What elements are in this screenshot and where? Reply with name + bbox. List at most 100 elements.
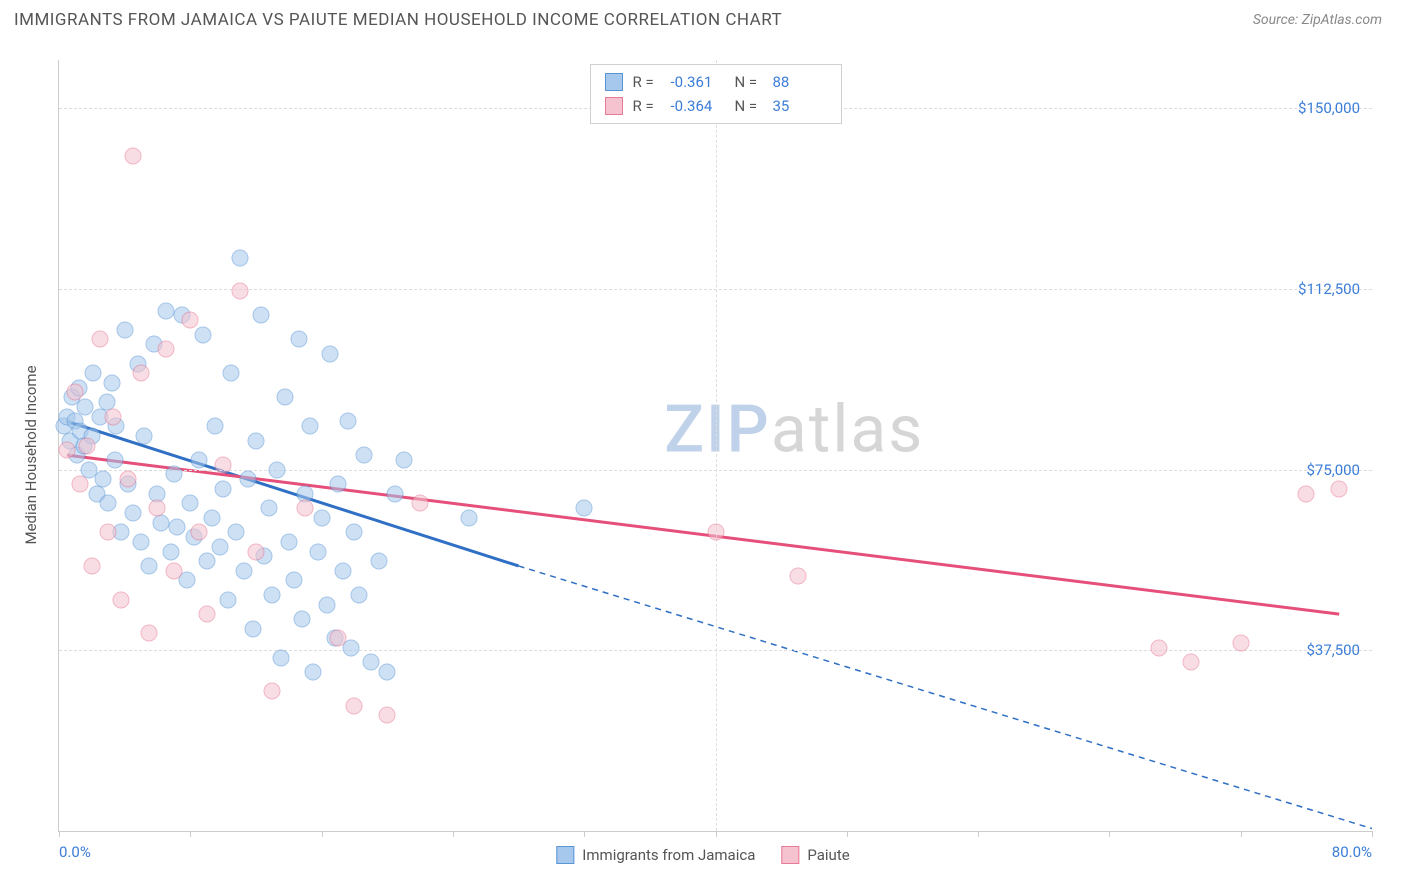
data-point-jamaica — [124, 504, 141, 521]
data-point-jamaica — [346, 524, 363, 541]
data-point-paiute — [190, 524, 207, 541]
y-tick-label: $37,500 — [1306, 641, 1360, 659]
legend-swatch-jamaica — [556, 846, 574, 864]
x-tick — [847, 831, 848, 837]
data-point-jamaica — [395, 451, 412, 468]
data-point-jamaica — [371, 553, 388, 570]
data-point-jamaica — [305, 663, 322, 680]
trendline-dashed-jamaica — [519, 566, 1372, 829]
data-point-paiute — [264, 683, 281, 700]
x-tick — [190, 831, 191, 837]
data-point-jamaica — [165, 466, 182, 483]
legend-item-jamaica: Immigrants from Jamaica — [556, 846, 755, 864]
data-point-jamaica — [195, 326, 212, 343]
data-point-paiute — [198, 606, 215, 623]
data-point-jamaica — [334, 562, 351, 579]
data-point-jamaica — [203, 509, 220, 526]
r-value: -0.364 — [671, 94, 725, 118]
data-point-paiute — [1232, 635, 1249, 652]
trendline-paiute — [67, 455, 1339, 614]
data-point-paiute — [141, 625, 158, 642]
data-point-paiute — [379, 707, 396, 724]
data-point-jamaica — [228, 524, 245, 541]
data-point-jamaica — [169, 519, 186, 536]
source-value: ZipAtlas.com — [1302, 12, 1382, 28]
data-point-jamaica — [247, 432, 264, 449]
legend-label-jamaica: Immigrants from Jamaica — [582, 846, 755, 864]
data-point-jamaica — [461, 509, 478, 526]
data-point-jamaica — [85, 365, 102, 382]
legend-row-jamaica: R =-0.361N =88 — [605, 70, 827, 94]
data-point-paiute — [83, 557, 100, 574]
n-value: 35 — [773, 94, 827, 118]
data-point-paiute — [707, 524, 724, 541]
data-point-paiute — [231, 283, 248, 300]
y-axis-label: Median Household Income — [22, 365, 40, 544]
watermark-zip: ZIP — [664, 392, 771, 469]
data-point-jamaica — [285, 572, 302, 589]
data-point-jamaica — [231, 249, 248, 266]
data-point-jamaica — [339, 413, 356, 430]
x-tick — [453, 831, 454, 837]
data-point-jamaica — [239, 471, 256, 488]
data-point-jamaica — [272, 649, 289, 666]
data-point-jamaica — [198, 553, 215, 570]
data-point-jamaica — [182, 495, 199, 512]
watermark-atlas: atlas — [771, 392, 925, 469]
r-label: R = — [633, 94, 661, 118]
source-label: Source: — [1253, 12, 1302, 28]
data-point-jamaica — [387, 485, 404, 502]
data-point-jamaica — [576, 500, 593, 517]
data-point-paiute — [215, 456, 232, 473]
data-point-paiute — [113, 591, 130, 608]
data-point-jamaica — [236, 562, 253, 579]
r-value: -0.361 — [671, 70, 725, 94]
data-point-paiute — [124, 148, 141, 165]
data-point-paiute — [92, 331, 109, 348]
data-point-jamaica — [162, 543, 179, 560]
x-tick — [1372, 831, 1373, 837]
data-point-paiute — [133, 365, 150, 382]
x-tick-label: 80.0% — [1332, 843, 1372, 861]
data-point-jamaica — [211, 538, 228, 555]
data-point-jamaica — [157, 302, 174, 319]
x-tick — [1109, 831, 1110, 837]
x-tick — [59, 831, 60, 837]
gridline-vertical — [716, 60, 717, 831]
data-point-paiute — [182, 312, 199, 329]
x-tick-label: 0.0% — [59, 843, 91, 861]
data-point-jamaica — [356, 447, 373, 464]
x-tick — [322, 831, 323, 837]
data-point-paiute — [297, 500, 314, 517]
data-point-paiute — [72, 476, 89, 493]
data-point-paiute — [1298, 485, 1315, 502]
x-tick — [1241, 831, 1242, 837]
data-point-paiute — [59, 442, 76, 459]
series-legend: Immigrants from Jamaica Paiute — [556, 846, 849, 864]
data-point-paiute — [105, 408, 122, 425]
y-tick-label: $150,000 — [1298, 99, 1360, 117]
data-point-paiute — [149, 500, 166, 517]
data-point-jamaica — [223, 365, 240, 382]
legend-label-paiute: Paiute — [807, 846, 849, 864]
data-point-jamaica — [103, 374, 120, 391]
n-value: 88 — [773, 70, 827, 94]
data-point-jamaica — [106, 451, 123, 468]
data-point-jamaica — [133, 533, 150, 550]
data-point-jamaica — [136, 427, 153, 444]
data-point-paiute — [67, 384, 84, 401]
data-point-jamaica — [379, 663, 396, 680]
data-point-jamaica — [290, 331, 307, 348]
legend-item-paiute: Paiute — [781, 846, 849, 864]
legend-row-paiute: R =-0.364N =35 — [605, 94, 827, 118]
data-point-jamaica — [330, 476, 347, 493]
y-tick-label: $75,000 — [1306, 461, 1360, 479]
data-point-jamaica — [310, 543, 327, 560]
r-label: R = — [633, 70, 661, 94]
data-point-paiute — [165, 562, 182, 579]
x-tick — [716, 831, 717, 837]
source-attribution: Source: ZipAtlas.com — [1253, 12, 1382, 28]
data-point-jamaica — [220, 591, 237, 608]
x-tick — [584, 831, 585, 837]
data-point-jamaica — [190, 451, 207, 468]
